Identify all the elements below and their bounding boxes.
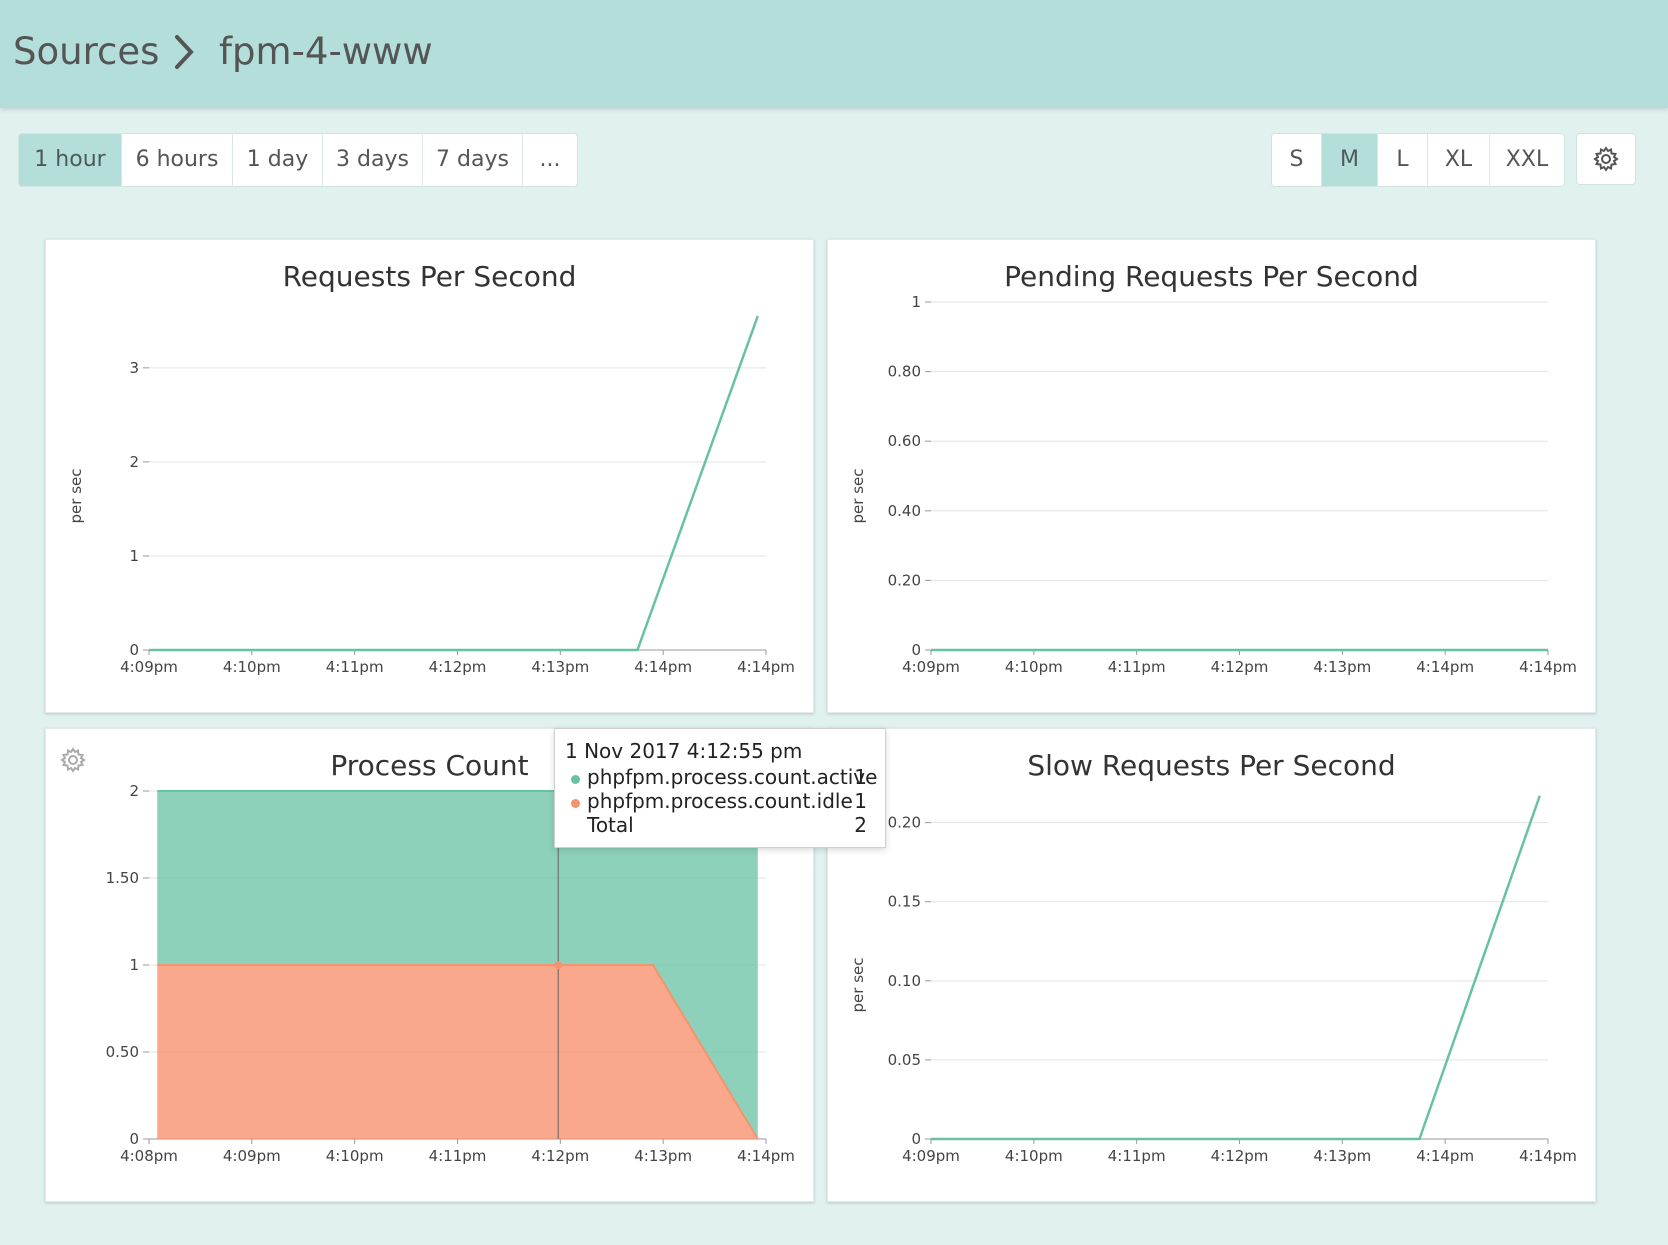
- x-tick-label: 4:12pm: [1211, 1147, 1269, 1165]
- x-tick-label: 4:10pm: [1005, 1147, 1063, 1165]
- x-tick-label: 4:09pm: [223, 1147, 281, 1165]
- tooltip-time: 1 Nov 2017 4:12:55 pm: [565, 739, 803, 763]
- chart-title: Slow Requests Per Second: [1027, 749, 1396, 782]
- size-s-button[interactable]: S: [1272, 134, 1322, 186]
- tooltip-series-name: phpfpm.process.count.idle: [587, 789, 853, 813]
- x-tick-label: 4:14pm: [1416, 1147, 1474, 1165]
- slow-requests-chart: 0 0.05 0.10 0.15 0.20 4:09pm 4:10pm 4:11pm 4:12p…: [827, 728, 1596, 1202]
- tooltip-total-value: 2: [854, 813, 867, 837]
- x-tick-label: 4:13pm: [1313, 1147, 1371, 1165]
- breadcrumb-root-link[interactable]: Sources: [13, 30, 160, 73]
- x-tick-label: 4:11pm: [429, 1147, 487, 1165]
- x-tick-label: 4:10pm: [223, 658, 281, 676]
- y-tick-label: 0.05: [888, 1051, 921, 1069]
- y-tick-label: 0.40: [888, 502, 921, 520]
- chart-title: Pending Requests Per Second: [1004, 260, 1419, 293]
- x-tick-label: 4:13pm: [531, 658, 589, 676]
- y-tick-label: 1: [129, 547, 139, 565]
- time-range-6-hours[interactable]: 6 hours: [122, 134, 233, 186]
- y-tick-label: 1: [911, 293, 921, 311]
- tooltip-series-value: 1: [854, 789, 867, 813]
- y-tick-label: 0: [911, 1130, 921, 1148]
- chart-svg: 0 1 2 3 4:09pm 4:10pm 4:11pm 4:12pm 4:13pm 4:14pm…: [67, 315, 795, 676]
- x-tick-label: 4:12pm: [429, 658, 487, 676]
- x-tick-label: 4:10pm: [1005, 658, 1063, 676]
- x-tick-label: 4:10pm: [326, 1147, 384, 1165]
- time-range-1-hour[interactable]: 1 hour: [19, 134, 122, 186]
- x-tick-label: 4:09pm: [120, 658, 178, 676]
- y-tick-label: 0: [129, 641, 139, 659]
- y-tick-label: 0.20: [888, 571, 921, 589]
- x-tick-label: 4:14pm: [737, 658, 795, 676]
- time-range-more[interactable]: ...: [539, 147, 561, 172]
- chart-svg: 0 0.05 0.10 0.15 0.20 4:09pm 4:10pm 4:11pm 4:12p…: [849, 795, 1577, 1165]
- requests-per-second-chart: 0 1 2 3 4:09pm 4:10pm 4:11pm 4:12pm 4:13pm 4:14pm…: [45, 239, 814, 713]
- idle-area: [157, 965, 758, 1139]
- chart-title: Process Count: [330, 749, 529, 782]
- chevron-right-icon: [175, 35, 194, 69]
- y-tick-label: 1.50: [106, 869, 139, 887]
- chart-size-selector: S M L XL XXL: [1271, 133, 1565, 187]
- idle-legend-dot: [571, 799, 580, 808]
- x-tick-label: 4:12pm: [531, 1147, 589, 1165]
- hover-point: [554, 961, 563, 969]
- x-tick-label: 4:14pm: [737, 1147, 795, 1165]
- size-xxl-button[interactable]: XXL: [1505, 147, 1549, 172]
- x-tick-label: 4:11pm: [326, 658, 384, 676]
- y-axis-label: per sec: [67, 469, 85, 524]
- chart-svg: 0 0.50 1 1.50 2 4:08pm 4:09pm 4:10pm 4:11pm 4:12p…: [106, 781, 795, 1165]
- series-line: [149, 315, 759, 652]
- x-tick-label: 4:09pm: [902, 658, 960, 676]
- x-tick-label: 4:14pm: [1416, 658, 1474, 676]
- x-tick-label: 4:13pm: [1313, 658, 1371, 676]
- x-tick-label: 4:11pm: [1108, 658, 1166, 676]
- x-tick-label: 4:09pm: [902, 1147, 960, 1165]
- time-range-7-days[interactable]: 7 days: [423, 134, 523, 186]
- y-tick-label: 3: [129, 359, 139, 377]
- tooltip-total-label: Total: [587, 813, 634, 837]
- breadcrumb-current: fpm-4-www: [219, 30, 433, 73]
- x-tick-label: 4:14pm: [1519, 658, 1577, 676]
- size-xl-button[interactable]: XL: [1428, 134, 1490, 186]
- y-axis-label: per sec: [849, 958, 867, 1013]
- y-tick-label: 0.15: [888, 893, 921, 911]
- y-tick-label: 0.60: [888, 432, 921, 450]
- y-tick-label: 0.50: [106, 1043, 139, 1061]
- active-legend-dot: [571, 775, 580, 784]
- x-tick-label: 4:11pm: [1108, 1147, 1166, 1165]
- y-tick-label: 2: [129, 453, 139, 471]
- gear-icon[interactable]: [60, 747, 86, 773]
- x-tick-label: 4:14pm: [1519, 1147, 1577, 1165]
- y-tick-label: 0: [129, 1130, 139, 1148]
- x-tick-label: 4:13pm: [634, 1147, 692, 1165]
- chart-tooltip: 1 Nov 2017 4:12:55 pm phpfpm.process.cou…: [554, 728, 886, 848]
- tooltip-series-name: phpfpm.process.count.active: [587, 765, 878, 789]
- series-line: [931, 795, 1541, 1141]
- size-l-button[interactable]: L: [1378, 134, 1428, 186]
- pending-requests-chart: 0 0.20 0.40 0.60 0.80 1 4:09pm 4:10pm 4:11pm 4:12…: [827, 239, 1596, 713]
- tooltip-series-value: 1: [854, 765, 867, 789]
- x-tick-label: 4:12pm: [1211, 658, 1269, 676]
- y-tick-label: 2: [129, 782, 139, 800]
- x-tick-label: 4:08pm: [120, 1147, 178, 1165]
- idle-line: [157, 964, 759, 1140]
- y-axis-label: per sec: [849, 469, 867, 524]
- y-tick-label: 0.80: [888, 363, 921, 381]
- time-range-3-days[interactable]: 3 days: [323, 134, 423, 186]
- time-range-selector: 1 hour 6 hours 1 day 3 days 7 days ...: [18, 133, 578, 187]
- time-range-1-day[interactable]: 1 day: [233, 134, 323, 186]
- settings-button[interactable]: [1576, 133, 1636, 185]
- size-m-button[interactable]: M: [1322, 134, 1378, 186]
- y-tick-label: 0.20: [888, 814, 921, 832]
- y-tick-label: 0: [911, 641, 921, 659]
- chart-title: Requests Per Second: [282, 260, 577, 293]
- page-header: Sources fpm-4-www: [0, 0, 1668, 108]
- y-tick-label: 1: [129, 956, 139, 974]
- chart-svg: 0 0.20 0.40 0.60 0.80 1 4:09pm 4:10pm 4:11pm 4:12…: [849, 293, 1577, 676]
- gear-icon: [1593, 146, 1619, 172]
- x-tick-label: 4:14pm: [634, 658, 692, 676]
- y-tick-label: 0.10: [888, 972, 921, 990]
